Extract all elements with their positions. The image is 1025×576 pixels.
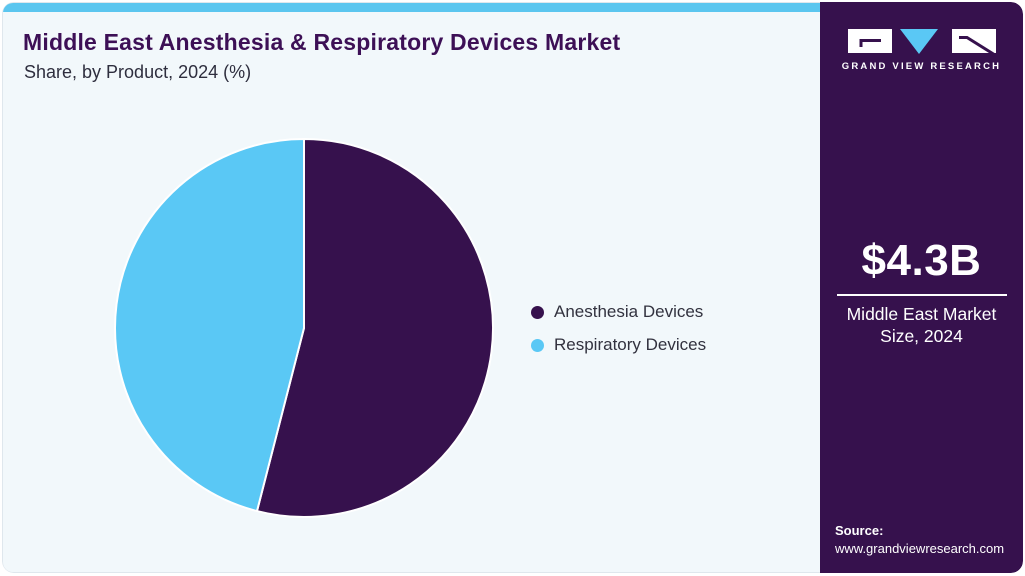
- brand-sidebar: GRAND VIEW RESEARCH $4.3B Middle East Ma…: [820, 2, 1023, 573]
- source-url[interactable]: www.grandviewresearch.com: [835, 541, 1005, 556]
- legend-label: Anesthesia Devices: [554, 302, 704, 321]
- gvr-logo-text: GRAND VIEW RESEARCH: [841, 61, 1002, 72]
- chart-title: Middle East Anesthesia & Respiratory Dev…: [23, 29, 621, 55]
- legend-label: Respiratory Devices: [554, 335, 707, 354]
- logo-r-glyph: [958, 36, 996, 56]
- top-accent-bar: [3, 3, 820, 12]
- logo-g-glyph: [859, 39, 881, 47]
- source-block: Source: www.grandviewresearch.com: [835, 523, 1004, 556]
- market-size-stat: $4.3B Middle East Market Size, 2024: [820, 236, 1023, 348]
- pie-slice-respiratory-devices: [114, 138, 305, 513]
- source-label: Source:: [835, 523, 884, 538]
- legend: Anesthesia Devices Respiratory Devices: [531, 302, 706, 355]
- chart-panel: Middle East Anesthesia & Respiratory Dev…: [2, 2, 820, 573]
- pie-chart: [114, 138, 495, 518]
- logo-v-triangle: [899, 29, 938, 54]
- pie-slice-anesthesia-devices: [256, 138, 495, 518]
- gvr-logo: GRAND VIEW RESEARCH: [820, 26, 1023, 72]
- stat-divider: [836, 294, 1007, 296]
- market-size-label: Middle East Market Size, 2024: [846, 304, 997, 347]
- chart-subtitle: Share, by Product, 2024 (%): [24, 62, 252, 82]
- legend-item: Respiratory Devices: [531, 335, 706, 355]
- legend-swatch-icon: [531, 305, 544, 319]
- legend-swatch-icon: [531, 338, 544, 352]
- legend-item: Anesthesia Devices: [531, 302, 706, 322]
- gvr-logo-mark: [847, 29, 996, 56]
- market-size-value: $4.3B: [861, 236, 982, 285]
